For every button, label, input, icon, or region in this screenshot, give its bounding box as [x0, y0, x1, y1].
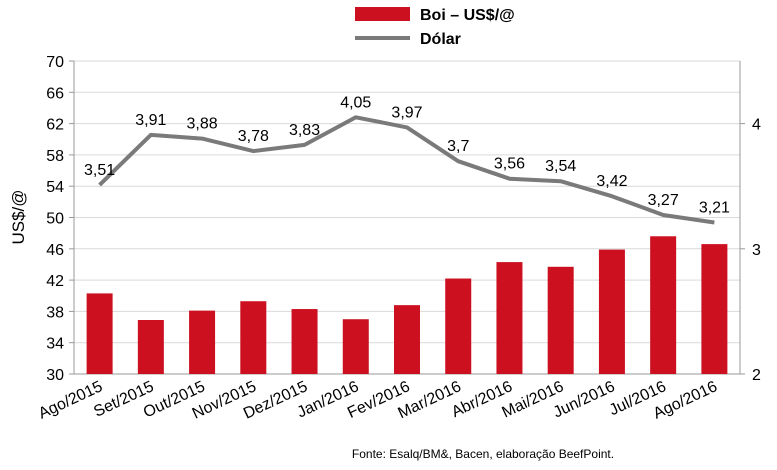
y-axis-title: US$/@ [9, 189, 28, 244]
line-dolar [98, 115, 715, 225]
bar-boi [547, 266, 574, 374]
data-label-dolar: 3,51 [84, 162, 115, 179]
bar-boi [650, 236, 677, 374]
bar-boi [701, 244, 728, 374]
x-tick-label: Ago/2015 [36, 378, 105, 422]
data-label-dolar: 3,91 [135, 112, 166, 129]
y-tick-label: 58 [46, 148, 64, 165]
y-tick-label: 70 [46, 54, 64, 71]
bar-boi [598, 249, 625, 374]
bar-boi [240, 301, 267, 374]
y2-tick-label: 2 [752, 367, 761, 384]
bar-boi [342, 319, 369, 374]
data-label-dolar: 3,88 [187, 116, 218, 133]
y-tick-label: 30 [46, 367, 64, 384]
data-label-dolar: 3,78 [238, 128, 269, 145]
y2-tick-label: 3 [752, 242, 761, 259]
y-tick-label: 62 [46, 117, 64, 134]
bar-boi [291, 309, 318, 374]
bar-boi [189, 310, 216, 374]
bar-boi [394, 305, 420, 374]
y-tick-label: 38 [46, 304, 64, 321]
legend-label-boi: Boi – US$/@ [420, 7, 515, 24]
data-label-dolar: 4,05 [340, 94, 371, 111]
data-label-dolar: 3,21 [699, 200, 730, 217]
legend: Boi – US$/@ Dólar [355, 7, 515, 48]
y-tick-label: 50 [46, 211, 64, 228]
data-label-dolar: 3,27 [648, 192, 679, 209]
y2-tick-label: 4 [752, 117, 761, 134]
y-tick-label: 66 [46, 85, 64, 102]
legend-swatch-boi [355, 7, 410, 21]
y-tick-label: 46 [46, 242, 64, 259]
source-note: Fonte: Esalq/BM&, Bacen, elaboração Beef… [352, 447, 614, 461]
data-label-dolar: 3,56 [494, 156, 525, 173]
legend-item-boi: Boi – US$/@ [355, 7, 515, 24]
data-label-dolar: 3,42 [596, 173, 627, 190]
bar-boi [137, 320, 164, 374]
data-label-dolar: 3,97 [391, 104, 422, 121]
legend-item-dolar: Dólar [355, 31, 461, 48]
bar-boi [445, 278, 472, 374]
bar-boi [86, 293, 113, 374]
y-tick-label: 34 [46, 336, 64, 353]
bar-boi [496, 262, 523, 374]
data-label-dolar: 3,54 [545, 158, 576, 175]
legend-label-dolar: Dólar [420, 31, 461, 48]
y-tick-label: 42 [46, 273, 64, 290]
data-label-dolar: 3,7 [447, 138, 469, 155]
data-label-dolar: 3,83 [289, 122, 320, 139]
y-tick-label: 54 [46, 179, 64, 196]
